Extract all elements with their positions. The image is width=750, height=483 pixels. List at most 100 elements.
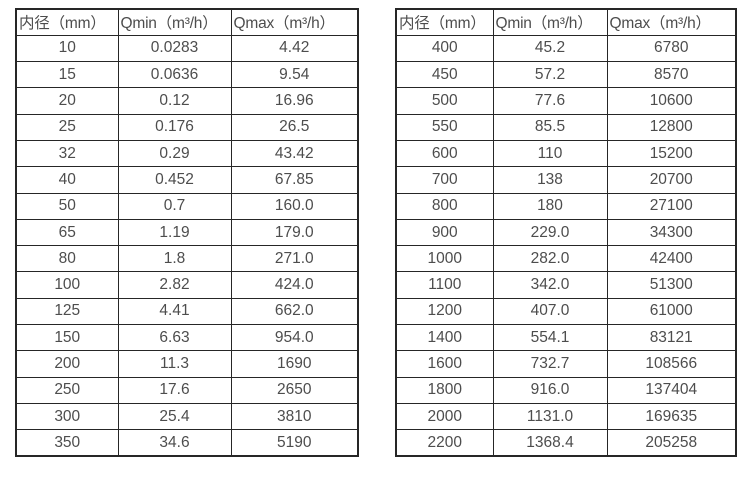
table-cell: 1200 — [395, 297, 494, 326]
table-cell: 26.5 — [230, 113, 359, 141]
table-row: 600 110 15200 — [395, 139, 737, 168]
table-cell: 1690 — [230, 350, 359, 378]
table-cell: 100 — [15, 271, 119, 299]
table-cell: 900 — [395, 218, 494, 247]
table-cell: 271.0 — [230, 245, 359, 273]
table-row: 350 34.6 5190 — [15, 429, 359, 457]
table-row: 550 85.5 12800 — [395, 113, 737, 141]
table-cell: 108566 — [606, 350, 737, 378]
table-cell: 2000 — [395, 402, 494, 431]
header-qmax: Qmax（m³/h） — [606, 8, 737, 36]
table-cell: 1100 — [395, 271, 494, 299]
table-row: 40 0.452 67.85 — [15, 166, 359, 194]
table-cell: 17.6 — [117, 376, 232, 404]
table-cell: 32 — [15, 139, 119, 168]
table-cell: 424.0 — [230, 271, 359, 299]
table-row: 450 57.2 8570 — [395, 61, 737, 89]
table-cell: 45.2 — [492, 34, 608, 63]
table-cell: 10 — [15, 34, 119, 63]
table-cell: 169635 — [606, 402, 737, 431]
spec-table-right: 内径（mm） Qmin（m³/h） Qmax（m³/h） 400 45.2 6780… — [395, 8, 737, 458]
table-cell: 25 — [15, 113, 119, 141]
table-cell: 138 — [492, 166, 608, 194]
table-cell: 282.0 — [492, 245, 608, 273]
table-cell: 34300 — [606, 218, 737, 247]
table-row: 900 229.0 34300 — [395, 218, 737, 247]
header-inner-diameter: 内径（mm） — [395, 8, 494, 36]
table-cell: 700 — [395, 166, 494, 194]
table-row: 1800 916.0 137404 — [395, 376, 737, 404]
table-cell: 8570 — [606, 61, 737, 89]
table-cell: 662.0 — [230, 297, 359, 326]
table-cell: 11.3 — [117, 350, 232, 378]
table-cell: 12800 — [606, 113, 737, 141]
table-cell: 1.19 — [117, 218, 232, 247]
table-cell: 800 — [395, 192, 494, 220]
table-row: 1200 407.0 61000 — [395, 297, 737, 326]
table-cell: 450 — [395, 61, 494, 89]
table-row: 1600 732.7 108566 — [395, 350, 737, 378]
table-cell: 2.82 — [117, 271, 232, 299]
table-row: 100 2.82 424.0 — [15, 271, 359, 299]
table-cell: 83121 — [606, 324, 737, 352]
table-cell: 67.85 — [230, 166, 359, 194]
table-cell: 50 — [15, 192, 119, 220]
table-cell: 300 — [15, 402, 119, 431]
table-cell: 916.0 — [492, 376, 608, 404]
table-cell: 954.0 — [230, 324, 359, 352]
table-row: 700 138 20700 — [395, 166, 737, 194]
table-cell: 16.96 — [230, 87, 359, 115]
table-cell: 250 — [15, 376, 119, 404]
table-row: 1400 554.1 83121 — [395, 324, 737, 352]
table-cell: 9.54 — [230, 61, 359, 89]
table-row: 2000 1131.0 169635 — [395, 402, 737, 431]
table-row: 300 25.4 3810 — [15, 402, 359, 431]
table-cell: 0.7 — [117, 192, 232, 220]
table-row: 150 6.63 954.0 — [15, 324, 359, 352]
table-cell: 600 — [395, 139, 494, 168]
table-cell: 1.8 — [117, 245, 232, 273]
table-cell: 180 — [492, 192, 608, 220]
table-cell: 137404 — [606, 376, 737, 404]
table-cell: 1600 — [395, 350, 494, 378]
table-cell: 80 — [15, 245, 119, 273]
table-cell: 1400 — [395, 324, 494, 352]
table-row: 65 1.19 179.0 — [15, 218, 359, 247]
table-cell: 200 — [15, 350, 119, 378]
table-cell: 61000 — [606, 297, 737, 326]
header-qmin: Qmin（m³/h） — [492, 8, 608, 36]
table-cell: 27100 — [606, 192, 737, 220]
header-row: 内径（mm） Qmin（m³/h） Qmax（m³/h） — [15, 8, 359, 36]
table-cell: 40 — [15, 166, 119, 194]
table-cell: 2200 — [395, 429, 494, 457]
table-cell: 160.0 — [230, 192, 359, 220]
table-cell: 1131.0 — [492, 402, 608, 431]
table-cell: 10600 — [606, 87, 737, 115]
table-cell: 0.452 — [117, 166, 232, 194]
table-cell: 6.63 — [117, 324, 232, 352]
table-cell: 51300 — [606, 271, 737, 299]
table-cell: 2650 — [230, 376, 359, 404]
table-row: 400 45.2 6780 — [395, 34, 737, 63]
table-cell: 550 — [395, 113, 494, 141]
table-cell: 205258 — [606, 429, 737, 457]
table-row: 32 0.29 43.42 — [15, 139, 359, 168]
table-cell: 1368.4 — [492, 429, 608, 457]
table-cell: 34.6 — [117, 429, 232, 457]
header-inner-diameter: 内径（mm） — [15, 8, 119, 36]
table-cell: 0.0283 — [117, 34, 232, 63]
table-cell: 3810 — [230, 402, 359, 431]
table-row: 200 11.3 1690 — [15, 350, 359, 378]
table-cell: 732.7 — [492, 350, 608, 378]
spec-tables-container: 内径（mm） Qmin（m³/h） Qmax（m³/h） 10 0.0283 4.4… — [15, 8, 737, 458]
table-cell: 229.0 — [492, 218, 608, 247]
table-cell: 85.5 — [492, 113, 608, 141]
table-cell: 15 — [15, 61, 119, 89]
table-cell: 0.29 — [117, 139, 232, 168]
table-row: 1000 282.0 42400 — [395, 245, 737, 273]
table-cell: 4.42 — [230, 34, 359, 63]
table-cell: 4.41 — [117, 297, 232, 326]
table-row: 20 0.12 16.96 — [15, 87, 359, 115]
table-cell: 500 — [395, 87, 494, 115]
table-cell: 125 — [15, 297, 119, 326]
